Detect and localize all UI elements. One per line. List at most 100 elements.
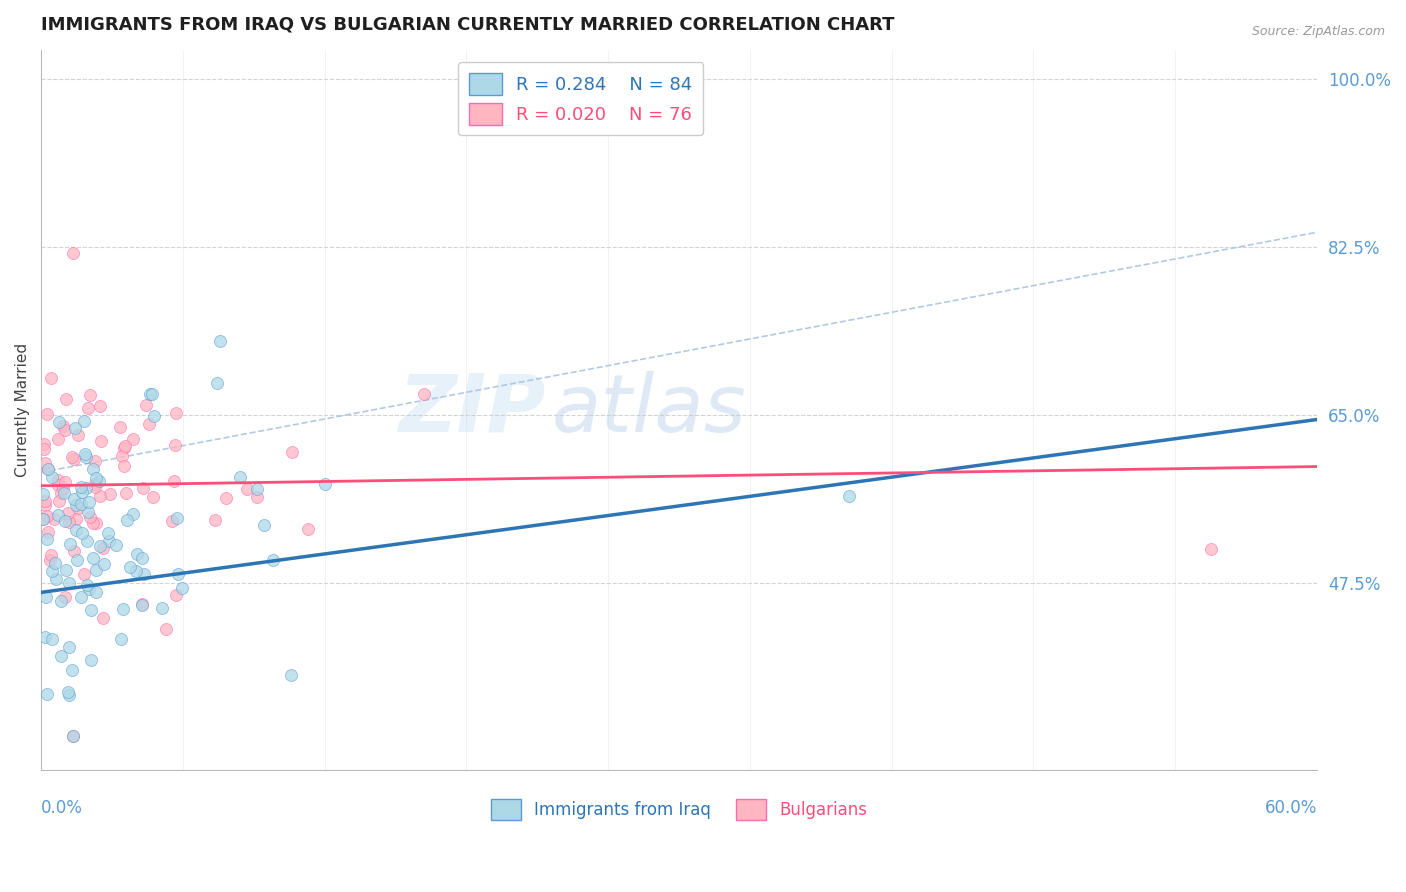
Point: [124, 565, 146, 579]
Point: [37, 462, 59, 476]
Point: [66, 553, 89, 567]
Point: [48, 493, 70, 508]
Point: [32, 512, 55, 526]
Point: [76, 534, 98, 549]
Point: [131, 598, 153, 612]
Point: [90, 434, 112, 448]
Point: [138, 417, 160, 431]
Point: [51, 486, 73, 500]
Point: [32, 437, 55, 451]
Point: [63, 544, 86, 558]
Point: [84, 480, 107, 494]
Point: [34, 493, 56, 508]
Point: [34, 442, 56, 456]
Point: [65, 498, 87, 512]
Point: [84, 563, 107, 577]
Point: [82, 516, 104, 530]
Point: [89, 489, 111, 503]
Point: [118, 559, 141, 574]
Point: [108, 420, 131, 434]
Point: [167, 566, 190, 581]
Point: [67, 500, 90, 515]
Point: [62, 246, 84, 260]
Point: [86, 585, 108, 599]
Point: [70, 497, 93, 511]
Text: atlas: atlas: [551, 371, 747, 449]
Point: [72, 525, 94, 540]
Point: [236, 482, 259, 496]
Point: [125, 547, 148, 561]
Point: [52, 481, 75, 495]
Point: [41, 564, 63, 578]
Point: [89, 399, 111, 413]
Point: [52, 418, 75, 433]
Point: [139, 387, 162, 401]
Point: [46, 478, 69, 492]
Point: [79, 602, 101, 616]
Point: [76, 401, 98, 416]
Point: [69, 590, 91, 604]
Point: [77, 505, 100, 519]
Point: [170, 581, 193, 595]
Point: [44, 556, 66, 570]
Point: [73, 566, 96, 581]
Point: [56, 685, 79, 699]
Point: [37, 462, 59, 476]
Point: [838, 489, 860, 503]
Point: [121, 433, 143, 447]
Point: [76, 578, 98, 592]
Point: [229, 470, 252, 484]
Point: [34, 630, 56, 644]
Point: [160, 514, 183, 528]
Point: [79, 582, 101, 596]
Point: [58, 515, 80, 529]
Point: [141, 387, 163, 401]
Text: Source: ZipAtlas.com: Source: ZipAtlas.com: [1251, 25, 1385, 38]
Point: [35, 590, 58, 604]
Point: [66, 428, 89, 442]
Point: [48, 415, 70, 429]
Point: [58, 575, 80, 590]
Point: [34, 456, 56, 470]
Point: [49, 648, 72, 663]
Point: [37, 524, 59, 539]
Point: [82, 462, 104, 476]
Point: [53, 475, 76, 490]
Point: [32, 486, 55, 500]
Point: [114, 439, 136, 453]
Point: [155, 622, 177, 636]
Text: IMMIGRANTS FROM IRAQ VS BULGARIAN CURRENTLY MARRIED CORRELATION CHART: IMMIGRANTS FROM IRAQ VS BULGARIAN CURREN…: [41, 15, 894, 33]
Point: [115, 486, 138, 500]
Point: [204, 513, 226, 527]
Point: [63, 421, 86, 435]
Point: [297, 522, 319, 536]
Point: [53, 590, 76, 604]
Point: [41, 549, 63, 563]
Point: [91, 541, 114, 555]
Point: [46, 508, 69, 522]
Point: [314, 476, 336, 491]
Point: [132, 481, 155, 495]
Point: [166, 511, 188, 525]
Point: [62, 663, 84, 677]
Point: [246, 490, 269, 504]
Point: [35, 686, 58, 700]
Point: [122, 507, 145, 521]
Point: [73, 414, 96, 428]
Point: [93, 557, 115, 571]
Point: [82, 550, 104, 565]
Point: [115, 513, 138, 527]
Point: [46, 474, 69, 488]
Point: [142, 490, 165, 504]
Point: [280, 667, 302, 681]
Point: [111, 449, 134, 463]
Point: [65, 512, 87, 526]
Text: 0.0%: 0.0%: [41, 799, 83, 817]
Point: [84, 471, 107, 485]
Point: [75, 447, 97, 461]
Point: [246, 483, 269, 497]
Point: [262, 553, 284, 567]
Point: [70, 480, 93, 494]
Y-axis label: Currently Married: Currently Married: [15, 343, 30, 477]
Point: [35, 533, 58, 547]
